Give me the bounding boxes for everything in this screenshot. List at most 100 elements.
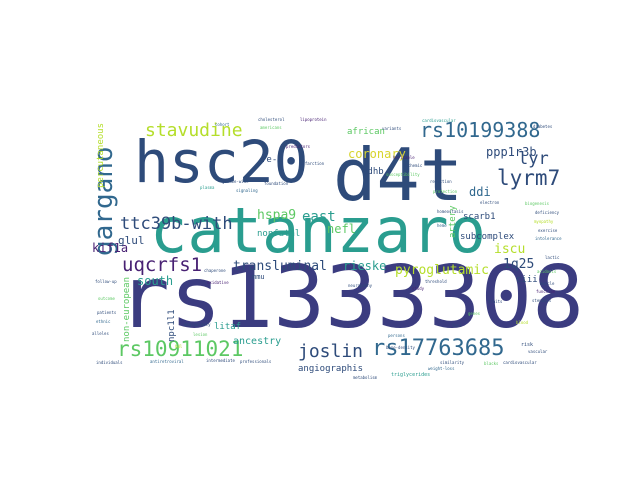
word-small: patients xyxy=(97,310,117,315)
word-small: homeostasis xyxy=(437,209,464,214)
word-small: signaling xyxy=(236,188,258,193)
word-sdhb: sdhb xyxy=(362,167,384,177)
word-non-european: non-european xyxy=(122,277,132,342)
word-gargano: gargano xyxy=(89,146,119,256)
word-small: biogenesis xyxy=(525,201,550,206)
word-rs17763685: rs17763685 xyxy=(372,336,504,361)
word-small: professionals xyxy=(240,359,272,364)
word-small: threshold xyxy=(425,279,447,284)
word-lyrm7: lyrm7 xyxy=(497,166,560,190)
word-litaf: litaf xyxy=(214,322,241,332)
word-ttc39b-with: ttc39b-with xyxy=(120,214,233,234)
word-small: infarction xyxy=(300,161,325,166)
word-small: muscle xyxy=(540,281,555,286)
word-ddi: ddi xyxy=(469,185,491,199)
word-angiographis: angiographis xyxy=(298,364,363,374)
word-artery: artery xyxy=(448,205,458,238)
word-small: function xyxy=(536,289,556,294)
word-small: stenosis xyxy=(532,298,552,303)
word-small: lactic xyxy=(545,255,560,260)
word-small: neuropathy xyxy=(348,283,373,288)
word-small: persons xyxy=(388,333,405,338)
word-small: electron xyxy=(480,200,500,205)
word-fe-s: fe-s xyxy=(261,155,283,165)
word-small: bone-density xyxy=(386,345,415,350)
word-small: weight-loss xyxy=(428,366,455,371)
word-small: predictors xyxy=(286,144,311,149)
word-small: americans xyxy=(260,125,282,130)
word-kif1a: kif1a xyxy=(92,241,128,255)
word-small: lesion xyxy=(193,332,208,337)
word-iscu: iscu xyxy=(494,242,525,257)
word-small: risk xyxy=(521,342,533,348)
word-stavudine: stavudine xyxy=(145,120,243,141)
word-small: metabolism xyxy=(353,375,378,380)
word-percutaneous: percutaneous xyxy=(96,123,106,188)
word-pyroglutamic: pyroglutamic xyxy=(395,263,489,278)
word-small: ischemic xyxy=(403,163,423,168)
word-small: individuals xyxy=(96,360,123,365)
word-small: intolerance xyxy=(535,236,562,241)
word-small: intermediate xyxy=(206,358,235,363)
word-hsc20: hsc20 xyxy=(134,128,309,196)
word-ppp1r3b: ppp1r3b xyxy=(486,145,537,159)
word-small: outcome xyxy=(98,296,115,301)
word-small: reduction xyxy=(430,179,452,184)
word-d4t: d4t xyxy=(333,133,463,217)
word-small: acidosis xyxy=(537,269,557,274)
word-small: protection xyxy=(433,189,458,194)
word-small: exercise xyxy=(538,228,558,233)
word-nonfatal: nonfatal xyxy=(257,229,300,239)
word-small: blood xyxy=(516,320,529,325)
word-small: oxidative xyxy=(207,280,229,285)
word-small: loci xyxy=(452,323,462,328)
word-rs10911021: rs10911021 xyxy=(117,337,243,361)
word-coronary: coronary xyxy=(348,147,406,161)
word-small: ethnic xyxy=(96,319,111,324)
word-small: cohort xyxy=(215,122,230,127)
word-small: foundation xyxy=(264,181,289,186)
word-catanzaro: catanzaro xyxy=(150,194,486,267)
word-joslin: joslin xyxy=(298,341,363,362)
word-mmu: mmu xyxy=(252,273,265,281)
word-small: antiretroviral xyxy=(150,359,184,364)
word-lyr: lyr xyxy=(518,149,549,169)
word-small: chaperone xyxy=(204,268,226,273)
word-ciii: ciii xyxy=(516,275,538,285)
word-uqcrfs1: uqcrfs1 xyxy=(122,254,202,276)
word-npc1l1: npc1l1 xyxy=(167,309,177,342)
word-small: lipoprotein xyxy=(300,117,327,122)
word-rieske: rieske xyxy=(343,259,386,273)
word-hspa9: hspa9 xyxy=(257,208,296,223)
word-small: genes xyxy=(468,311,481,316)
word-small: diabetes xyxy=(533,124,553,129)
word-small: heme xyxy=(437,223,447,228)
word-rs10199388: rs10199388 xyxy=(420,118,540,142)
word-small: heritable xyxy=(393,155,415,160)
word-small: cholesterol xyxy=(258,117,285,122)
word-small: susceptibility xyxy=(386,172,420,177)
word-small: genome-wide xyxy=(222,179,249,184)
word-east: east xyxy=(302,209,336,225)
word-rs1333308: rs1333308 xyxy=(118,248,584,348)
word-small: vascular xyxy=(528,349,548,354)
word-scarb1: scarb1 xyxy=(463,212,496,222)
word-subcomplex: subcomplex xyxy=(460,232,515,242)
word-glul: glul xyxy=(118,234,145,247)
word-small: alleles xyxy=(92,331,109,336)
word-transluminal: transluminal xyxy=(233,259,327,274)
word-small: cardiovascular xyxy=(422,118,456,123)
word-small: myopathy xyxy=(534,219,554,224)
word-small: plasma xyxy=(200,185,215,190)
word-small: study xyxy=(412,286,425,291)
word-small: variants xyxy=(382,126,402,131)
word-small: deficiency xyxy=(535,210,560,215)
word-small: cardiovascular xyxy=(503,360,537,365)
word-small: similarity xyxy=(440,360,465,365)
word-small: hdl xyxy=(175,344,183,349)
word-african: african xyxy=(347,127,385,137)
word-small: traits xyxy=(488,299,503,304)
word-south: south xyxy=(137,274,173,288)
